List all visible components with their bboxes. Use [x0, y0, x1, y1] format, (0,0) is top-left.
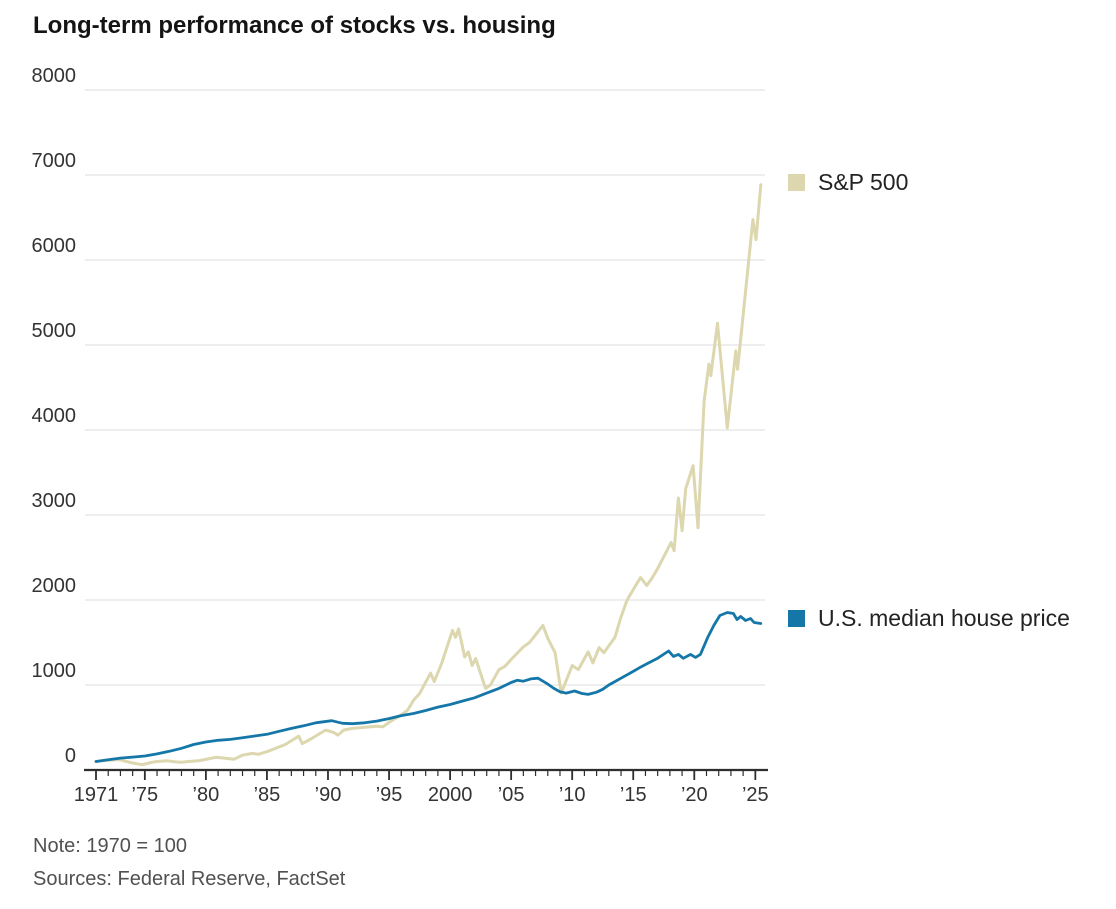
y-tick-label: 4000 [32, 405, 77, 427]
y-tick-label: 5000 [32, 320, 77, 342]
legend-item-house-price: U.S. median house price [788, 605, 1070, 632]
y-tick-label: 1000 [32, 660, 77, 682]
y-tick-label: 6000 [32, 235, 77, 257]
x-tick-label: ’15 [620, 784, 647, 806]
x-tick-label: 1971 [74, 784, 119, 806]
y-tick-label: 8000 [32, 65, 77, 87]
legend-label-sp500: S&P 500 [818, 169, 909, 195]
legend-swatch-sp500-icon [788, 174, 805, 191]
chart-sources: Sources: Federal Reserve, FactSet [33, 868, 346, 890]
y-tick-label: 3000 [32, 490, 77, 512]
y-tick-label: 7000 [32, 150, 77, 172]
chart-title: Long-term performance of stocks vs. hous… [33, 12, 556, 39]
series-line-house-price [94, 611, 763, 763]
x-tick-label: ’80 [193, 784, 220, 806]
y-tick-label: 0 [65, 745, 76, 767]
y-tick-label: 2000 [32, 575, 77, 597]
chart-note: Note: 1970 = 100 [33, 835, 188, 857]
legend-swatch-house-price-icon [788, 610, 805, 627]
x-tick-label: ’75 [131, 784, 158, 806]
footer-notes: Note: 1970 = 100 Sources: Federal Reserv… [33, 830, 345, 896]
legend-label-house-price: U.S. median house price [818, 605, 1070, 631]
x-tick-label: ’10 [559, 784, 586, 806]
x-tick-label: ’85 [254, 784, 281, 806]
line-chart: 0 1000 2000 3000 4000 5000 6000 7000 8000 1971 ’75… [32, 65, 769, 806]
x-tick-label: ’25 [742, 784, 769, 806]
legend-item-sp500: S&P 500 [788, 169, 908, 196]
x-tick-label: ’20 [681, 784, 708, 806]
x-tick-label: ’95 [376, 784, 403, 806]
x-tick-label: ’05 [498, 784, 525, 806]
series-line-sp500 [94, 183, 763, 767]
x-tick-label: 2000 [428, 784, 473, 806]
x-tick-label: ’90 [315, 784, 342, 806]
